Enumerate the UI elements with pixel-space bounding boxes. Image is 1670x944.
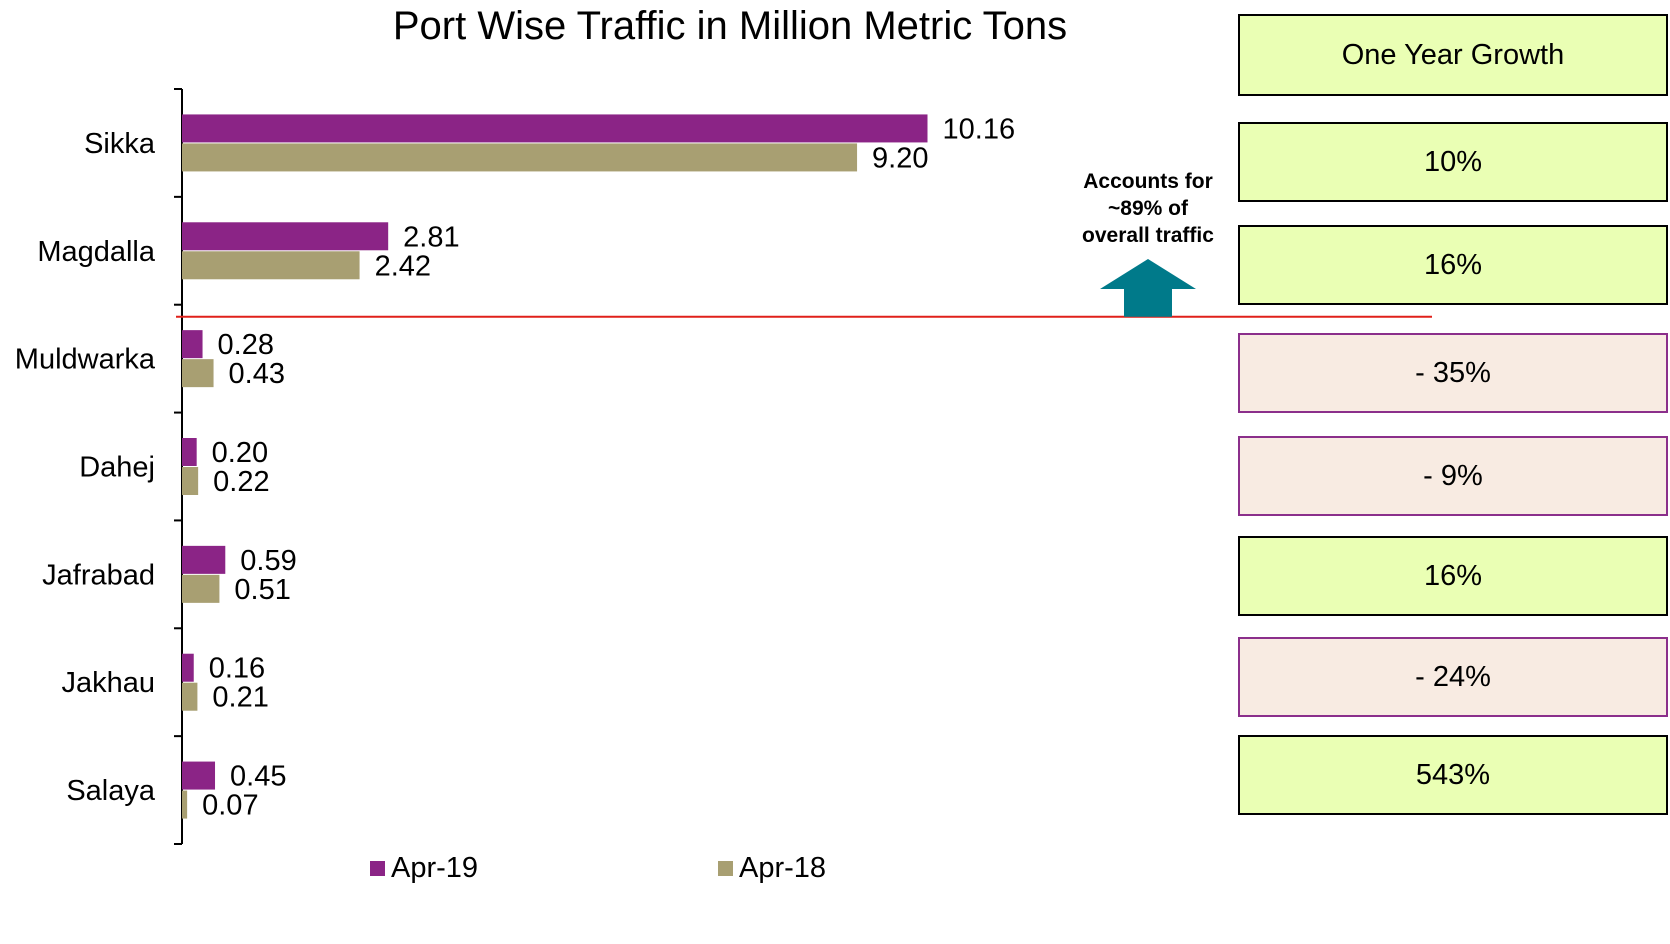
legend-swatch-apr-18 <box>718 861 733 876</box>
bar <box>182 222 389 251</box>
growth-box: 543% <box>1238 735 1668 815</box>
bar <box>182 330 203 359</box>
up-arrow-icon <box>1100 259 1196 317</box>
legend-label-apr-18: Apr-18 <box>739 852 827 884</box>
data-label: 0.28 <box>218 329 274 361</box>
bar <box>182 359 214 388</box>
bar <box>182 574 220 603</box>
category-label: Jakhau <box>61 667 155 699</box>
bar <box>182 790 188 819</box>
category-label: Jafrabad <box>42 559 155 591</box>
bar <box>182 114 928 143</box>
data-label: 0.59 <box>240 545 296 577</box>
growth-box: - 24% <box>1238 637 1668 717</box>
chart-title: Port Wise Traffic in Million Metric Tons <box>392 4 1068 48</box>
data-label: 0.16 <box>209 653 265 685</box>
share-annotation: Accounts for ~89% of overall traffic <box>1070 168 1226 249</box>
growth-box: 16% <box>1238 536 1668 616</box>
growth-box: 10% <box>1238 122 1668 202</box>
category-label: Sikka <box>84 128 156 160</box>
bar <box>182 467 199 495</box>
data-label: 9.20 <box>872 142 928 174</box>
growth-header: One Year Growth <box>1238 14 1668 96</box>
bar <box>182 545 226 574</box>
data-label: 0.43 <box>229 358 285 390</box>
growth-box: - 9% <box>1238 436 1668 516</box>
bar <box>182 761 216 790</box>
bar <box>182 251 360 280</box>
growth-box: 16% <box>1238 225 1668 305</box>
data-label: 2.42 <box>375 250 431 282</box>
data-label: 0.45 <box>230 761 286 793</box>
bar <box>182 438 197 466</box>
data-label: 10.16 <box>943 113 1016 145</box>
category-label: Muldwarka <box>15 344 156 376</box>
data-label: 0.22 <box>213 466 269 498</box>
category-label: Magdalla <box>37 236 156 268</box>
legend-label-apr-19: Apr-19 <box>391 852 479 884</box>
bar <box>182 143 858 172</box>
data-label: 0.07 <box>202 790 258 822</box>
annotation-line-2: ~89% of <box>1108 197 1188 220</box>
growth-box: - 35% <box>1238 333 1668 413</box>
data-label: 0.20 <box>212 437 268 469</box>
annotation-line-3: overall traffic <box>1082 224 1214 247</box>
legend-item-apr-18: Apr-18 <box>718 852 826 885</box>
bar <box>182 653 194 682</box>
data-label: 0.51 <box>234 574 290 606</box>
legend-item-apr-19: Apr-19 <box>370 852 478 885</box>
data-label: 2.81 <box>403 221 459 253</box>
category-label: Salaya <box>66 775 156 807</box>
bar <box>182 682 198 711</box>
annotation-line-1: Accounts for <box>1083 170 1213 193</box>
legend-swatch-apr-19 <box>370 861 385 876</box>
data-label: 0.21 <box>212 682 268 714</box>
category-label: Dahej <box>79 452 155 484</box>
